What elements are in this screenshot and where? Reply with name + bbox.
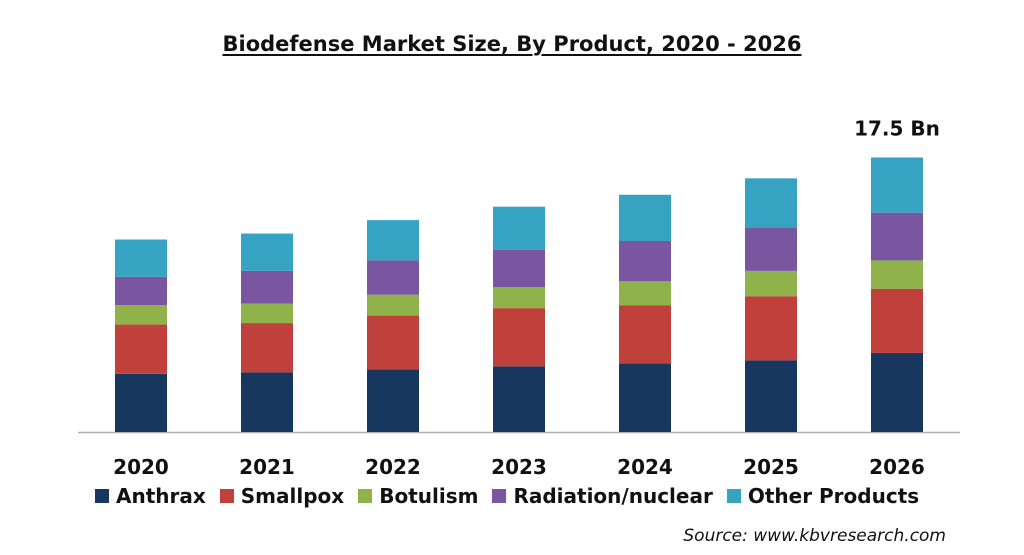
bar-segment-other-products-2021 [241, 233, 293, 271]
bar-segment-botulism-2024 [619, 281, 671, 306]
bar-segment-botulism-2021 [241, 303, 293, 324]
bar-segment-smallpox-2022 [367, 315, 419, 370]
legend-swatch-botulism [358, 489, 373, 503]
bar-segment-anthrax-2023 [493, 366, 545, 432]
bar-segment-other-products-2024 [619, 194, 671, 242]
bar-segment-smallpox-2020 [115, 324, 167, 374]
bar-segment-botulism-2020 [115, 305, 167, 325]
bar-segment-anthrax-2020 [115, 373, 167, 432]
x-tick-label-2020: 2020 [113, 455, 169, 479]
bar-segment-other-products-2025 [745, 178, 797, 228]
legend-label-radiation-nuclear: Radiation/nuclear [513, 484, 713, 508]
bar-segment-smallpox-2025 [745, 296, 797, 361]
legend-item-radiation-nuclear: Radiation/nuclear [492, 484, 713, 508]
legend: Anthrax Smallpox Botulism Radiation/nuclear… [95, 484, 933, 508]
bar-segment-smallpox-2026 [871, 288, 923, 353]
source-note: Source: www.kbvresearch.com [683, 526, 946, 546]
bar-segment-anthrax-2022 [367, 369, 419, 432]
legend-item-other-products: Other Products [726, 484, 920, 508]
legend-swatch-anthrax [95, 489, 109, 503]
legend-label-anthrax: Anthrax [116, 484, 206, 508]
bar-segment-radiation-nuclear-2025 [745, 227, 797, 271]
bar-segment-botulism-2025 [745, 270, 797, 297]
legend-label-botulism: Botulism [379, 484, 479, 508]
chart-title: Biodefense Market Size, By Product, 2020… [222, 32, 802, 56]
legend-swatch-other-products [726, 489, 741, 503]
legend-swatch-radiation-nuclear [492, 489, 507, 503]
x-tick-label-2023: 2023 [491, 455, 547, 479]
x-tick-label-2024: 2024 [617, 455, 673, 479]
x-tick-label-2026: 2026 [869, 455, 925, 479]
bar-segment-smallpox-2021 [241, 323, 293, 373]
total-annotation-2026: 17.5 Bn [854, 116, 940, 140]
bar-segment-smallpox-2024 [619, 305, 671, 364]
bar-segment-botulism-2023 [493, 287, 545, 309]
bar-segment-anthrax-2026 [871, 352, 923, 432]
x-tick-label-2021: 2021 [239, 455, 295, 479]
x-tick-label-2025: 2025 [743, 455, 799, 479]
bar-segment-other-products-2026 [871, 157, 923, 213]
legend-item-smallpox: Smallpox [219, 484, 345, 508]
bar-segment-botulism-2022 [367, 294, 419, 316]
bar-segment-radiation-nuclear-2023 [493, 249, 545, 288]
bar-segment-smallpox-2023 [493, 308, 545, 367]
bar-segment-other-products-2023 [493, 206, 545, 250]
bar-segment-radiation-nuclear-2022 [367, 260, 419, 295]
plot-area: 2020 2021 2022 2023 2024 2025 2026 17.5 Bn [78, 116, 960, 479]
bar-segment-botulism-2026 [871, 260, 923, 289]
legend-item-botulism: Botulism [358, 484, 478, 508]
bar-segment-anthrax-2025 [745, 360, 797, 432]
legend-label-smallpox: Smallpox [240, 484, 345, 508]
x-tick-label-2022: 2022 [365, 455, 421, 479]
legend-swatch-smallpox [219, 489, 234, 503]
bar-segment-radiation-nuclear-2021 [241, 270, 293, 304]
bar-segment-anthrax-2024 [619, 363, 671, 432]
legend-item-anthrax: Anthrax [95, 484, 206, 508]
bar-segment-radiation-nuclear-2020 [115, 276, 167, 306]
legend-label-other-products: Other Products [747, 484, 920, 508]
bar-segment-radiation-nuclear-2024 [619, 241, 671, 282]
bar-segment-radiation-nuclear-2026 [871, 212, 923, 261]
bar-segment-anthrax-2021 [241, 372, 293, 432]
bar-segment-other-products-2020 [115, 239, 167, 277]
bar-segment-other-products-2022 [367, 220, 419, 261]
